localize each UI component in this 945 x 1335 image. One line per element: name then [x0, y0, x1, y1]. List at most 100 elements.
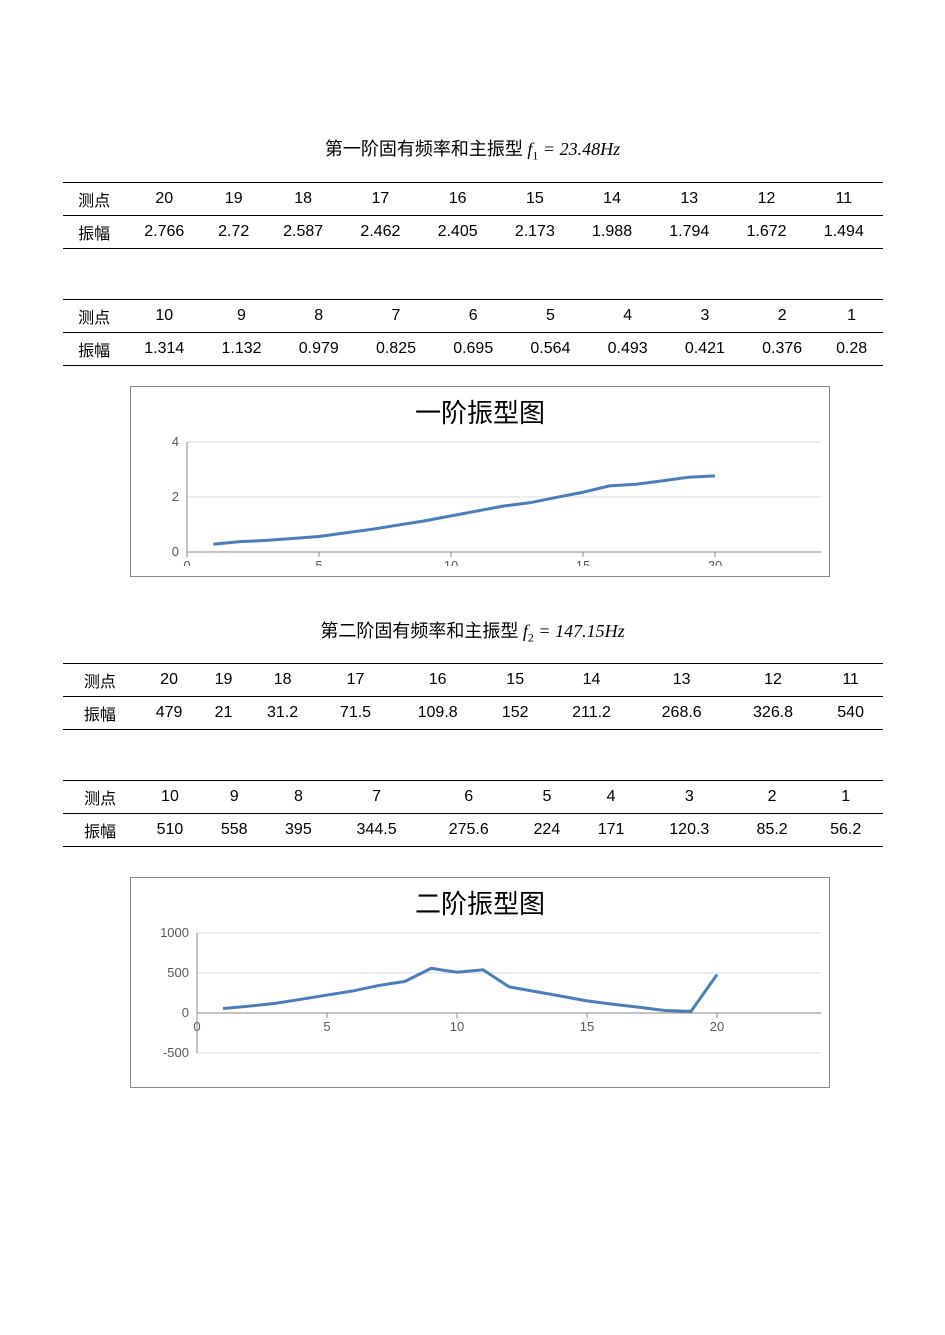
cell: 0.825 [357, 332, 434, 365]
cell: 56.2 [809, 814, 883, 847]
cell: 275.6 [423, 814, 515, 847]
cell: 211.2 [547, 697, 636, 730]
cell: 18 [246, 664, 319, 697]
cell: 6 [435, 299, 512, 332]
svg-text:2: 2 [172, 489, 179, 504]
svg-text:20: 20 [710, 1019, 724, 1034]
chart-1: 0240510152025 [141, 436, 821, 566]
svg-text:4: 4 [172, 436, 179, 449]
table-row: 振幅 510 558 395 344.5 275.6 224 171 120.3… [63, 814, 883, 847]
cell: 1 [809, 781, 883, 814]
svg-text:1000: 1000 [160, 927, 189, 940]
table-row: 测点 10 9 8 7 6 5 4 3 2 1 [63, 299, 883, 332]
cell: 395 [266, 814, 330, 847]
cell: 14 [573, 182, 650, 215]
row-label: 测点 [63, 182, 126, 215]
cell: 1 [821, 299, 883, 332]
row-label: 振幅 [63, 697, 138, 730]
cell: 14 [547, 664, 636, 697]
table-row: 振幅 479 21 31.2 71.5 109.8 152 211.2 268.… [63, 697, 883, 730]
svg-text:0: 0 [182, 1005, 189, 1020]
freq-val-1: = 23.48 [538, 139, 600, 159]
cell: 2.766 [126, 215, 203, 248]
cell: 13 [651, 182, 728, 215]
chart-2-title: 二阶振型图 [141, 884, 819, 921]
cell: 20 [137, 664, 201, 697]
cell: 2.405 [419, 215, 496, 248]
table-row: 测点 20 19 18 17 16 15 14 13 12 11 [63, 182, 883, 215]
table-row: 振幅 2.766 2.72 2.587 2.462 2.405 2.173 1.… [63, 215, 883, 248]
cell: 18 [265, 182, 342, 215]
cell: 31.2 [246, 697, 319, 730]
cell: 5 [512, 299, 589, 332]
cell: 1.314 [126, 332, 203, 365]
cell: 1.672 [728, 215, 805, 248]
cell: 4 [579, 781, 643, 814]
cell: 0.695 [435, 332, 512, 365]
cell: 1.132 [203, 332, 280, 365]
table-2b: 测点 10 9 8 7 6 5 4 3 2 1 振幅 510 558 395 3… [63, 780, 883, 847]
section1-title-prefix: 第一阶固有频率和主振型 [325, 139, 523, 159]
cell: 6 [423, 781, 515, 814]
svg-text:0: 0 [183, 558, 190, 566]
cell: 0.979 [280, 332, 357, 365]
cell: 3 [643, 781, 735, 814]
svg-text:5: 5 [323, 1019, 330, 1034]
cell: 558 [202, 814, 266, 847]
cell: 12 [727, 664, 818, 697]
chart-1-title: 一阶振型图 [141, 393, 819, 430]
cell: 2 [735, 781, 809, 814]
row-label: 振幅 [63, 814, 138, 847]
cell: 1.794 [651, 215, 728, 248]
cell: 152 [483, 697, 547, 730]
cell: 12 [728, 182, 805, 215]
cell: 0.564 [512, 332, 589, 365]
cell: 171 [579, 814, 643, 847]
cell: 8 [266, 781, 330, 814]
cell: 9 [202, 781, 266, 814]
cell: 326.8 [727, 697, 818, 730]
cell: 224 [515, 814, 579, 847]
cell: 7 [331, 781, 423, 814]
svg-text:5: 5 [315, 558, 322, 566]
cell: 15 [483, 664, 547, 697]
cell: 0.28 [821, 332, 883, 365]
cell: 20 [126, 182, 203, 215]
cell: 8 [280, 299, 357, 332]
cell: 344.5 [331, 814, 423, 847]
section2-title-prefix: 第二阶固有频率和主振型 [320, 621, 518, 641]
cell: 2.462 [342, 215, 419, 248]
svg-text:0: 0 [172, 544, 179, 559]
chart-1-container: 一阶振型图 0240510152025 [130, 386, 830, 577]
svg-text:15: 15 [576, 558, 590, 566]
cell: 85.2 [735, 814, 809, 847]
cell: 1.988 [573, 215, 650, 248]
cell: 19 [201, 664, 246, 697]
cell: 2 [744, 299, 821, 332]
cell: 2.72 [203, 215, 265, 248]
row-label: 测点 [63, 781, 138, 814]
section2-title: 第二阶固有频率和主振型 f2 = 147.15Hz [0, 617, 945, 646]
cell: 1.494 [805, 215, 882, 248]
freq-val-2: = 147.15 [534, 621, 605, 641]
chart-2-container: 二阶振型图 -500050010000510152025 [130, 877, 830, 1088]
cell: 0.421 [666, 332, 743, 365]
cell: 10 [138, 781, 202, 814]
svg-text:10: 10 [444, 558, 458, 566]
row-label: 振幅 [63, 332, 126, 365]
cell: 11 [805, 182, 882, 215]
cell: 510 [138, 814, 202, 847]
cell: 2.173 [496, 215, 573, 248]
cell: 17 [342, 182, 419, 215]
cell: 120.3 [643, 814, 735, 847]
cell: 11 [819, 664, 883, 697]
cell: 7 [357, 299, 434, 332]
cell: 479 [137, 697, 201, 730]
cell: 19 [203, 182, 265, 215]
cell: 9 [203, 299, 280, 332]
cell: 15 [496, 182, 573, 215]
cell: 13 [636, 664, 727, 697]
table-row: 测点 20 19 18 17 16 15 14 13 12 11 [63, 664, 883, 697]
row-label: 测点 [63, 664, 138, 697]
svg-text:-500: -500 [163, 1045, 189, 1060]
